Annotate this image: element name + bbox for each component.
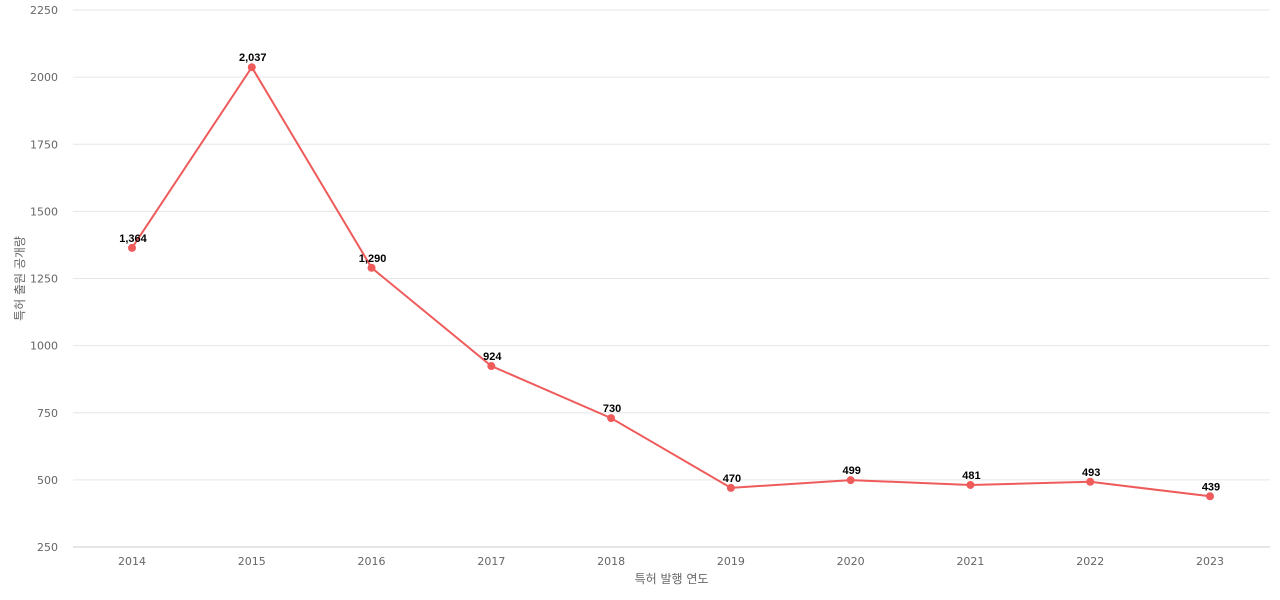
y-tick-label: 2250 bbox=[30, 4, 58, 17]
series-line bbox=[131, 65, 1211, 498]
x-tick-label: 2019 bbox=[717, 555, 745, 568]
x-axis-title: 특허 발행 연도 bbox=[635, 571, 709, 586]
x-tick-label: 2021 bbox=[956, 555, 984, 568]
data-label: 439 bbox=[1202, 481, 1220, 493]
x-tick-label: 2022 bbox=[1076, 555, 1104, 568]
y-tick-label: 1000 bbox=[30, 340, 58, 353]
data-point bbox=[1206, 492, 1214, 501]
data-labels: 1,364 2,037 1,290 924 730 470 499 481 493 439 bbox=[119, 52, 1220, 493]
x-tick-label: 2014 bbox=[118, 555, 146, 568]
data-label: 2,037 bbox=[239, 52, 267, 64]
y-tick-label: 1500 bbox=[30, 205, 58, 218]
data-label: 1,364 bbox=[119, 233, 147, 245]
x-tick-label: 2016 bbox=[358, 555, 386, 568]
data-point bbox=[726, 483, 735, 492]
data-point bbox=[846, 476, 855, 485]
data-point bbox=[1086, 477, 1095, 486]
y-tick-label: 750 bbox=[37, 407, 58, 420]
data-point bbox=[487, 362, 496, 371]
y-axis-title: 특허 출원 공개량 bbox=[13, 236, 27, 321]
x-tick-label: 2017 bbox=[477, 555, 505, 568]
data-label: 499 bbox=[842, 465, 860, 477]
data-label: 493 bbox=[1082, 467, 1100, 479]
data-label: 1,290 bbox=[359, 253, 387, 265]
x-tick-label: 2020 bbox=[837, 555, 865, 568]
data-point bbox=[247, 63, 256, 72]
x-tick-label: 2023 bbox=[1196, 555, 1224, 568]
y-tick-label: 2000 bbox=[30, 71, 58, 84]
y-axis-ticks: 250 500 750 1000 1250 1500 1750 2000 2250 bbox=[30, 4, 58, 554]
y-tick-label: 250 bbox=[37, 541, 58, 554]
gridlines bbox=[73, 9, 1270, 481]
data-point bbox=[966, 480, 975, 489]
data-point bbox=[128, 243, 136, 252]
data-points bbox=[128, 63, 1214, 501]
data-label: 924 bbox=[483, 351, 502, 363]
data-point bbox=[367, 263, 376, 272]
data-label: 470 bbox=[723, 473, 741, 485]
data-point bbox=[607, 414, 616, 423]
data-label: 481 bbox=[962, 470, 980, 482]
y-tick-label: 1750 bbox=[30, 138, 58, 151]
x-tick-label: 2018 bbox=[597, 555, 625, 568]
y-tick-label: 500 bbox=[37, 474, 58, 487]
x-axis-ticks: 2014 2015 2016 2017 2018 2019 2020 2021 2022 2023 bbox=[118, 555, 1224, 568]
x-tick-label: 2015 bbox=[238, 555, 266, 568]
data-label: 730 bbox=[603, 403, 621, 415]
y-tick-label: 1250 bbox=[30, 273, 58, 286]
